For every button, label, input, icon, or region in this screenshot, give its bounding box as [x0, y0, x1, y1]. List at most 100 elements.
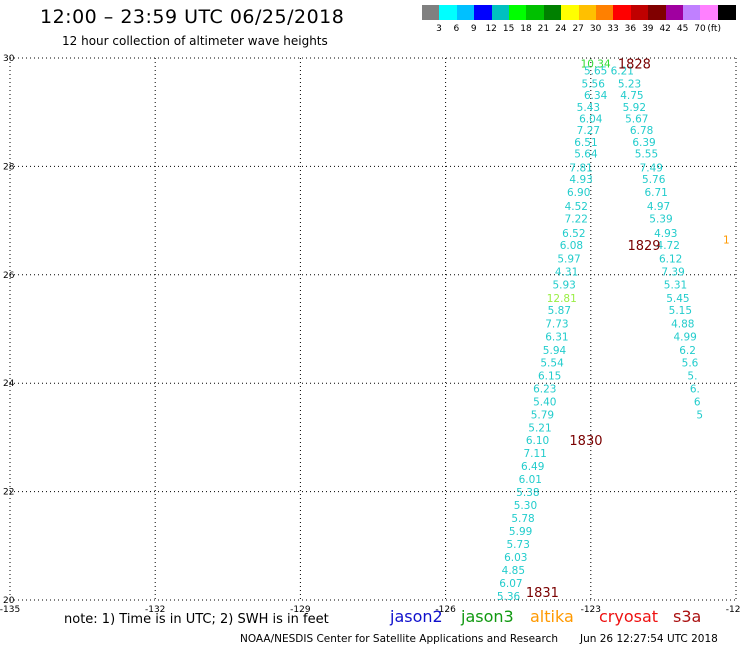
wave-height-value: 5.36 [497, 591, 521, 603]
legend-label: 6 [453, 24, 460, 34]
wave-height-value: 6.49 [521, 461, 544, 473]
legend-swatch [491, 5, 510, 20]
wave-height-value: 6.21 [611, 65, 634, 77]
wave-height-value: 4.72 [657, 240, 680, 252]
y-tick-label: 24 [3, 379, 15, 389]
wave-height-value: 5.55 [635, 148, 658, 160]
wave-height-value: 6.2 [679, 345, 696, 357]
wave-height-value: 7.73 [545, 319, 568, 331]
generated-timestamp: Jun 26 12:27:54 UTC 2018 [580, 633, 718, 645]
x-tick-label: -135 [0, 605, 20, 615]
wave-height-value: 6.90 [567, 187, 590, 199]
wave-height-value: 5.45 [666, 293, 689, 305]
legend-swatch [543, 5, 562, 20]
x-tick-label: -120 [726, 605, 740, 615]
legend-label: 70 [694, 24, 706, 34]
wave-height-value: 6.34 [584, 90, 608, 102]
legend-swatch [648, 5, 667, 20]
legend-label: 27 [572, 24, 584, 34]
wave-height-value: 5.54 [540, 358, 564, 370]
wave-height-value: 4.97 [647, 201, 670, 213]
credit-text: NOAA/NESDIS Center for Satellite Applica… [240, 633, 558, 645]
wave-height-value: 5.64 [574, 148, 598, 160]
y-tick-label: 20 [3, 596, 15, 606]
legend-label: 36 [624, 24, 637, 34]
x-tick-label: -132 [145, 605, 165, 615]
wave-height-value: 4.85 [502, 565, 525, 577]
legend-label: 30 [589, 24, 602, 34]
wave-height-value: 5.39 [649, 213, 672, 225]
wave-height-value: 10.34 [581, 58, 611, 70]
wave-height-value: 12.81 [547, 293, 577, 305]
wave-height-value: 5.87 [548, 305, 571, 317]
wave-height-value: 7.81 [569, 162, 592, 174]
page-subtitle: 12 hour collection of altimeter wave hei… [62, 34, 328, 48]
wave-height-value: 6.03 [504, 552, 527, 564]
x-tick-label: -123 [581, 605, 601, 615]
wave-height-value: 5.94 [543, 345, 567, 357]
wave-height-value: 5.6 [682, 358, 699, 370]
wave-height-value: 5.43 [577, 102, 600, 114]
y-tick-label: 30 [3, 54, 15, 64]
legend-label: 9 [470, 24, 477, 34]
wave-height-value: 6.04 [579, 114, 603, 126]
wave-height-value: 5.78 [511, 513, 534, 525]
legend-swatch [456, 5, 475, 20]
wave-height-value: 5.30 [514, 500, 537, 512]
y-tick-label: 22 [3, 488, 14, 498]
y-tick-label: 28 [3, 162, 15, 172]
legend-label: 3 [436, 24, 442, 34]
wave-height-value: 6.01 [519, 474, 542, 486]
legend-swatch [683, 5, 701, 20]
legend-swatch [700, 5, 719, 20]
legend-swatch [561, 5, 580, 20]
legend-swatch [665, 5, 684, 20]
legend-swatch [578, 5, 597, 20]
page-title: 12:00 – 23:59 UTC 06/25/2018 [40, 6, 345, 28]
satellite-name: jason2 [390, 607, 443, 626]
wave-height-value: 6.15 [538, 371, 561, 383]
wave-height-value: 7.11 [523, 448, 546, 460]
legend-swatch [422, 5, 440, 20]
satellite-name: jason3 [461, 607, 514, 626]
satellite-name: cryosat [599, 607, 659, 626]
wave-height-value: 5 [696, 410, 703, 422]
legend-label: 39 [642, 24, 654, 34]
wave-height-value: 6. [690, 384, 700, 396]
wave-height-value: 5.21 [528, 423, 551, 435]
wave-height-value: 6 [694, 397, 701, 409]
legend-swatch [526, 5, 545, 20]
legend-label: 18 [520, 24, 532, 34]
wave-height-value: 5.65 [584, 65, 607, 77]
x-tick-label: -126 [435, 605, 456, 615]
wave-height-value: 7.27 [577, 125, 600, 137]
wave-height-value: 5.67 [625, 114, 648, 126]
legend-unit: (ft) [707, 24, 721, 34]
satellite-name: s3a [673, 607, 702, 626]
wave-height-value: 5.40 [533, 397, 556, 409]
wave-height-value: 6.78 [630, 125, 653, 137]
legend-swatch [474, 5, 493, 20]
wave-height-value: 4.31 [555, 267, 578, 279]
wave-height-value: 6.52 [562, 228, 585, 240]
wave-height-value: 6.10 [526, 435, 549, 447]
wave-height-value: 6.12 [659, 254, 682, 266]
wave-height-value: 6.07 [499, 578, 522, 590]
wave-height-value: 5.93 [552, 280, 575, 292]
wave-height-value: 6.39 [632, 137, 655, 149]
wave-height-value: 5.15 [669, 305, 692, 317]
wave-height-value: 4.75 [620, 90, 643, 102]
legend-label: 33 [607, 24, 619, 34]
wave-height-value: 4.99 [673, 332, 696, 344]
legend-label: 24 [555, 24, 567, 34]
legend-label: 42 [659, 24, 671, 34]
footer-note: note: 1) Time is in UTC; 2) SWH is in fe… [64, 612, 329, 627]
wave-height-value: 6.51 [574, 137, 597, 149]
legend-label: 45 [676, 24, 689, 34]
wave-height-value: 5.23 [618, 78, 641, 90]
wave-height-value: 6.71 [644, 187, 667, 199]
wave-height-value: 1 [723, 235, 730, 247]
pass-time-label: 1831 [526, 586, 559, 601]
wave-height-value: 6.08 [560, 240, 583, 252]
